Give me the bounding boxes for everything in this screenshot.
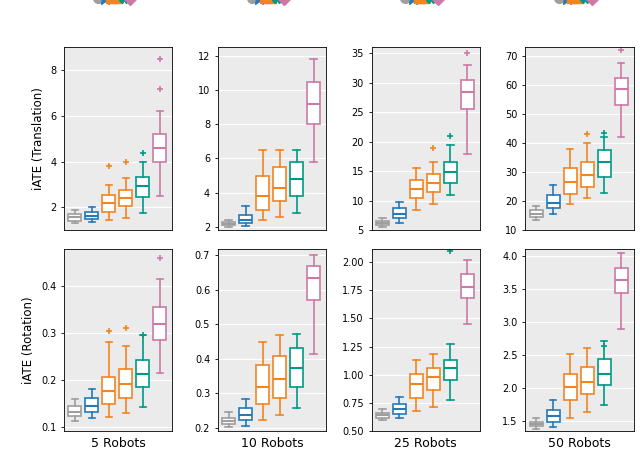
- PathPatch shape: [410, 374, 423, 398]
- PathPatch shape: [222, 222, 235, 225]
- PathPatch shape: [154, 134, 166, 162]
- PathPatch shape: [427, 367, 440, 390]
- PathPatch shape: [68, 406, 81, 416]
- PathPatch shape: [239, 408, 252, 420]
- PathPatch shape: [444, 360, 457, 380]
- PathPatch shape: [85, 398, 99, 411]
- PathPatch shape: [580, 162, 594, 187]
- PathPatch shape: [307, 266, 320, 300]
- PathPatch shape: [580, 367, 594, 394]
- PathPatch shape: [615, 268, 628, 293]
- PathPatch shape: [239, 215, 252, 223]
- Y-axis label: iATE (Rotation): iATE (Rotation): [22, 296, 35, 384]
- PathPatch shape: [393, 208, 406, 219]
- PathPatch shape: [102, 377, 115, 404]
- PathPatch shape: [393, 404, 406, 413]
- PathPatch shape: [444, 163, 457, 183]
- PathPatch shape: [120, 369, 132, 398]
- PathPatch shape: [68, 214, 81, 220]
- X-axis label: 10 Robots: 10 Robots: [241, 437, 303, 450]
- PathPatch shape: [290, 348, 303, 387]
- PathPatch shape: [273, 167, 286, 201]
- PathPatch shape: [461, 80, 474, 109]
- PathPatch shape: [102, 195, 115, 212]
- PathPatch shape: [564, 168, 577, 194]
- PathPatch shape: [136, 360, 149, 387]
- Y-axis label: iATE (Translation): iATE (Translation): [31, 87, 45, 190]
- PathPatch shape: [530, 421, 543, 426]
- PathPatch shape: [376, 413, 389, 418]
- PathPatch shape: [136, 176, 149, 197]
- PathPatch shape: [120, 190, 132, 206]
- PathPatch shape: [273, 356, 286, 398]
- PathPatch shape: [290, 162, 303, 196]
- PathPatch shape: [547, 195, 559, 209]
- PathPatch shape: [410, 180, 423, 198]
- PathPatch shape: [222, 418, 235, 424]
- X-axis label: 5 Robots: 5 Robots: [91, 437, 145, 450]
- PathPatch shape: [256, 175, 269, 210]
- PathPatch shape: [547, 410, 559, 421]
- PathPatch shape: [598, 359, 611, 385]
- PathPatch shape: [615, 78, 628, 105]
- PathPatch shape: [427, 174, 440, 192]
- PathPatch shape: [307, 82, 320, 124]
- PathPatch shape: [376, 221, 389, 225]
- PathPatch shape: [461, 273, 474, 299]
- X-axis label: 25 Robots: 25 Robots: [394, 437, 457, 450]
- PathPatch shape: [564, 374, 577, 401]
- PathPatch shape: [256, 365, 269, 404]
- PathPatch shape: [598, 150, 611, 176]
- PathPatch shape: [85, 212, 99, 219]
- X-axis label: 50 Robots: 50 Robots: [548, 437, 611, 450]
- PathPatch shape: [154, 307, 166, 340]
- PathPatch shape: [530, 210, 543, 217]
